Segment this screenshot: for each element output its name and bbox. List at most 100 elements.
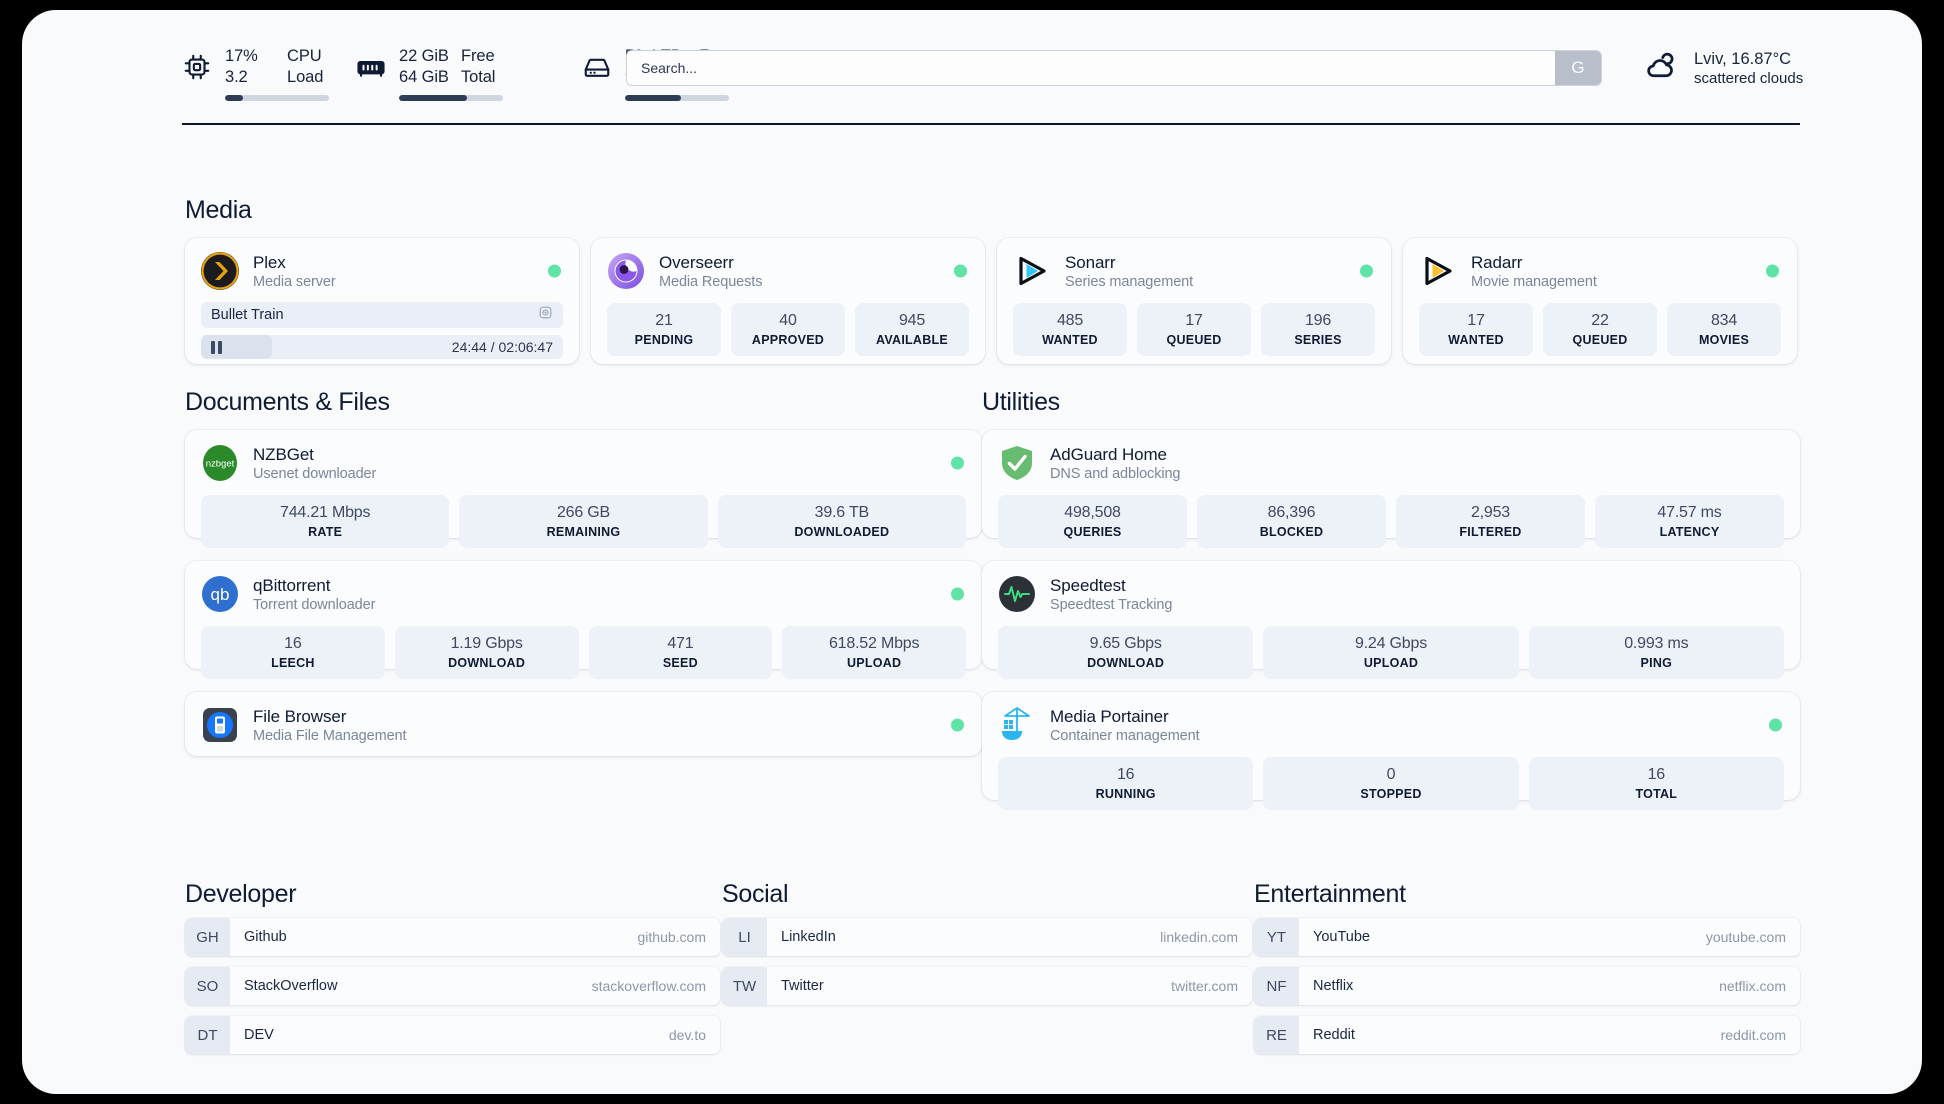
stat-label: UPLOAD (1363, 656, 1419, 670)
app-name: Plex (253, 252, 286, 272)
filebrowser-icon (201, 706, 239, 744)
app-name: Overseerr (659, 252, 734, 272)
svg-text:nzbget: nzbget (206, 459, 235, 470)
stat-value: 16 (284, 635, 302, 652)
app-name: AdGuard Home (1050, 444, 1167, 464)
disk-usage-bar (625, 95, 729, 101)
pause-icon[interactable] (211, 340, 222, 354)
search-bar[interactable]: G (626, 50, 1602, 86)
cpu-stat-widget: 17% 3.2 CPU Load (182, 46, 329, 101)
bookmark-item[interactable]: GH Github github.com (185, 918, 720, 956)
bookmark-badge: TW (722, 967, 767, 1005)
stat-label: TOTAL (1635, 787, 1678, 801)
card-header: Speedtest Speedtest Tracking (998, 575, 1784, 613)
bookmark-group-entertainment: YT YouTube youtube.com NF Netflix netfli… (1254, 918, 1800, 1054)
cast-device-icon[interactable] (538, 305, 553, 325)
stat-label: DOWNLOAD (448, 656, 526, 670)
ram-free-label: Free (461, 47, 495, 65)
bookmark-badge: RE (1254, 1016, 1299, 1054)
bookmark-item[interactable]: LI LinkedIn linkedin.com (722, 918, 1252, 956)
app-card-filebrowser[interactable]: File Browser Media File Management (185, 692, 982, 756)
stat-tile: 485 WANTED (1013, 303, 1127, 356)
cpu-icon (182, 52, 212, 82)
cpu-usage-bar (225, 95, 329, 101)
stat-tile: 266 GB REMAINING (459, 495, 708, 548)
stat-value: 21 (655, 312, 673, 329)
card-header: Radarr Movie management (1419, 252, 1781, 290)
section-title-entertainment: Entertainment (1254, 880, 1406, 908)
app-card-qbittorrent[interactable]: qb qBittorrent Torrent downloader 16 LEE… (185, 561, 982, 679)
stat-label: REMAINING (546, 525, 621, 539)
bookmark-item[interactable]: RE Reddit reddit.com (1254, 1016, 1800, 1054)
ram-total-value: 64 GiB (399, 68, 449, 86)
bookmark-group-social: LI LinkedIn linkedin.com TW Twitter twit… (722, 918, 1252, 1005)
disk-icon (582, 52, 612, 82)
app-card-nzbget[interactable]: nzbget NZBGet Usenet downloader 744.21 M… (185, 430, 982, 548)
stat-tile: 86,396 BLOCKED (1197, 495, 1386, 548)
stat-value: 2,953 (1470, 504, 1511, 521)
stat-value: 16 (1647, 766, 1666, 783)
stat-value: 39.6 TB (814, 504, 870, 521)
stat-value: 17 (1467, 312, 1485, 329)
bookmark-url: netflix.com (1719, 978, 1786, 994)
bookmark-item[interactable]: YT YouTube youtube.com (1254, 918, 1800, 956)
stat-value: 9.24 Gbps (1354, 635, 1427, 652)
stat-tile: 16 TOTAL (1528, 757, 1784, 810)
stat-label: WANTED (1448, 333, 1504, 347)
stat-tile: 47.57 ms LATENCY (1595, 495, 1784, 548)
app-description: Speedtest Tracking (1050, 596, 1173, 613)
adguard-shield-icon (998, 444, 1036, 482)
app-card-plex[interactable]: Plex Media server Bullet Train 24:44 / 0… (185, 238, 579, 364)
bookmark-item[interactable]: NF Netflix netflix.com (1254, 967, 1800, 1005)
card-header: Overseerr Media Requests (607, 252, 969, 290)
app-card-overseerr[interactable]: Overseerr Media Requests 21 PENDING 40 A… (591, 238, 985, 364)
stat-label: LATENCY (1659, 525, 1720, 539)
stat-tile: 21 PENDING (607, 303, 721, 356)
app-description: Media File Management (253, 727, 407, 744)
stat-value: 17 (1185, 312, 1203, 329)
stat-value: 0 (1386, 766, 1396, 783)
playback-progress-bar[interactable]: 24:44 / 02:06:47 (201, 335, 563, 359)
search-engine-button[interactable]: G (1555, 51, 1601, 85)
app-description: Media server (253, 273, 336, 290)
app-name: qBittorrent (253, 575, 331, 595)
bookmark-url: youtube.com (1705, 929, 1786, 945)
stat-value: 834 (1710, 312, 1738, 329)
bookmark-item[interactable]: SO StackOverflow stackoverflow.com (185, 967, 720, 1005)
bookmark-url: dev.to (668, 1027, 706, 1043)
qbittorrent-icon: qb (201, 575, 239, 613)
section-title-documents: Documents & Files (185, 388, 390, 416)
stat-tile: 9.24 Gbps UPLOAD (1263, 626, 1519, 679)
stat-label: AVAILABLE (876, 333, 948, 347)
search-input[interactable] (627, 51, 1555, 85)
stat-label: SERIES (1294, 333, 1342, 347)
stat-tile: 17 WANTED (1419, 303, 1533, 356)
stat-label: SEED (662, 656, 698, 670)
stat-tiles: 21 PENDING 40 APPROVED 945 AVAILABLE (607, 303, 969, 356)
bookmark-name: StackOverflow (244, 978, 338, 994)
card-header: File Browser Media File Management (201, 706, 966, 744)
weather-widget: Lviv, 16.87°C scattered clouds (1644, 48, 1803, 89)
stat-tile: 22 QUEUED (1543, 303, 1657, 356)
bookmark-badge: YT (1254, 918, 1299, 956)
bookmark-item[interactable]: DT DEV dev.to (185, 1016, 720, 1054)
stat-label: RUNNING (1095, 787, 1156, 801)
stat-tile: 1.19 Gbps DOWNLOAD (394, 626, 579, 679)
portainer-icon (998, 706, 1036, 744)
stat-value: 266 GB (556, 504, 611, 521)
app-card-adguard-home[interactable]: AdGuard Home DNS and adblocking 498,508 … (982, 430, 1800, 548)
stat-label: MOVIES (1698, 333, 1750, 347)
stat-value: 498,508 (1064, 504, 1121, 521)
app-card-radarr[interactable]: Radarr Movie management 17 WANTED 22 QUE… (1403, 238, 1797, 364)
bookmark-name: YouTube (1313, 929, 1370, 945)
status-badge-online (1769, 718, 1782, 732)
stat-value: 196 (1304, 312, 1332, 329)
bookmark-item[interactable]: TW Twitter twitter.com (722, 967, 1252, 1005)
app-card-sonarr[interactable]: Sonarr Series management 485 WANTED 17 Q… (997, 238, 1391, 364)
app-card-speedtest[interactable]: Speedtest Speedtest Tracking 9.65 Gbps D… (982, 561, 1800, 679)
header-divider (182, 123, 1800, 125)
card-header: Sonarr Series management (1013, 252, 1375, 290)
stat-tile: 17 QUEUED (1137, 303, 1251, 356)
app-card-media-portainer[interactable]: Media Portainer Container management 16 … (982, 692, 1800, 810)
stat-label: PENDING (634, 333, 694, 347)
